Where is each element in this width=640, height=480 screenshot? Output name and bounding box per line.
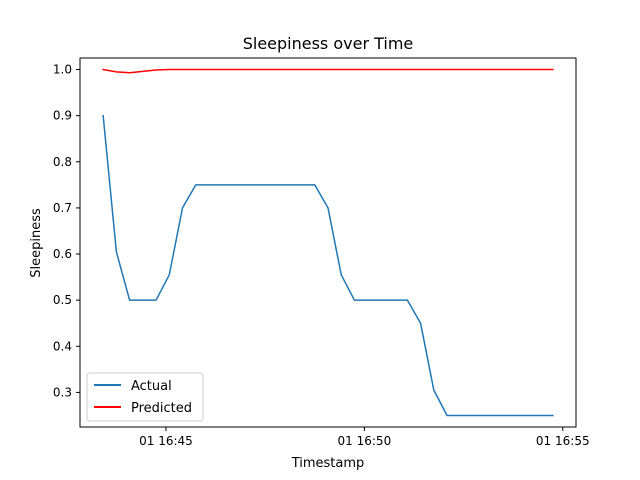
legend-label-actual: Actual <box>131 379 172 394</box>
y-tick-label: 0.6 <box>53 247 72 261</box>
x-tick-label: 01 16:50 <box>338 434 392 448</box>
y-axis-ticks: 0.3 0.4 0.5 0.6 0.7 0.8 0.9 1.0 <box>53 63 80 399</box>
y-tick-label: 0.9 <box>53 109 72 123</box>
y-axis-label: Sleepiness <box>29 208 44 278</box>
chart-title: Sleepiness over Time <box>243 34 414 53</box>
y-tick-label: 0.4 <box>53 339 72 353</box>
series-line-actual <box>102 114 554 417</box>
x-tick-label: 01 16:55 <box>536 434 590 448</box>
y-tick-label: 0.8 <box>53 155 72 169</box>
y-tick-label: 0.5 <box>53 293 72 307</box>
x-tick-label: 01 16:45 <box>139 434 193 448</box>
y-tick-label: 0.3 <box>53 385 72 399</box>
legend-label-predicted: Predicted <box>131 401 192 416</box>
x-axis-ticks: 01 16:45 01 16:50 01 16:55 <box>139 427 590 448</box>
legend: Actual Predicted <box>86 372 204 422</box>
y-tick-label: 1.0 <box>53 63 72 77</box>
plot-lines <box>102 68 554 417</box>
series-line-predicted <box>102 68 554 74</box>
plot-frame <box>79 57 577 428</box>
x-axis-label: Timestamp <box>291 456 365 471</box>
y-tick-label: 0.7 <box>53 201 72 215</box>
